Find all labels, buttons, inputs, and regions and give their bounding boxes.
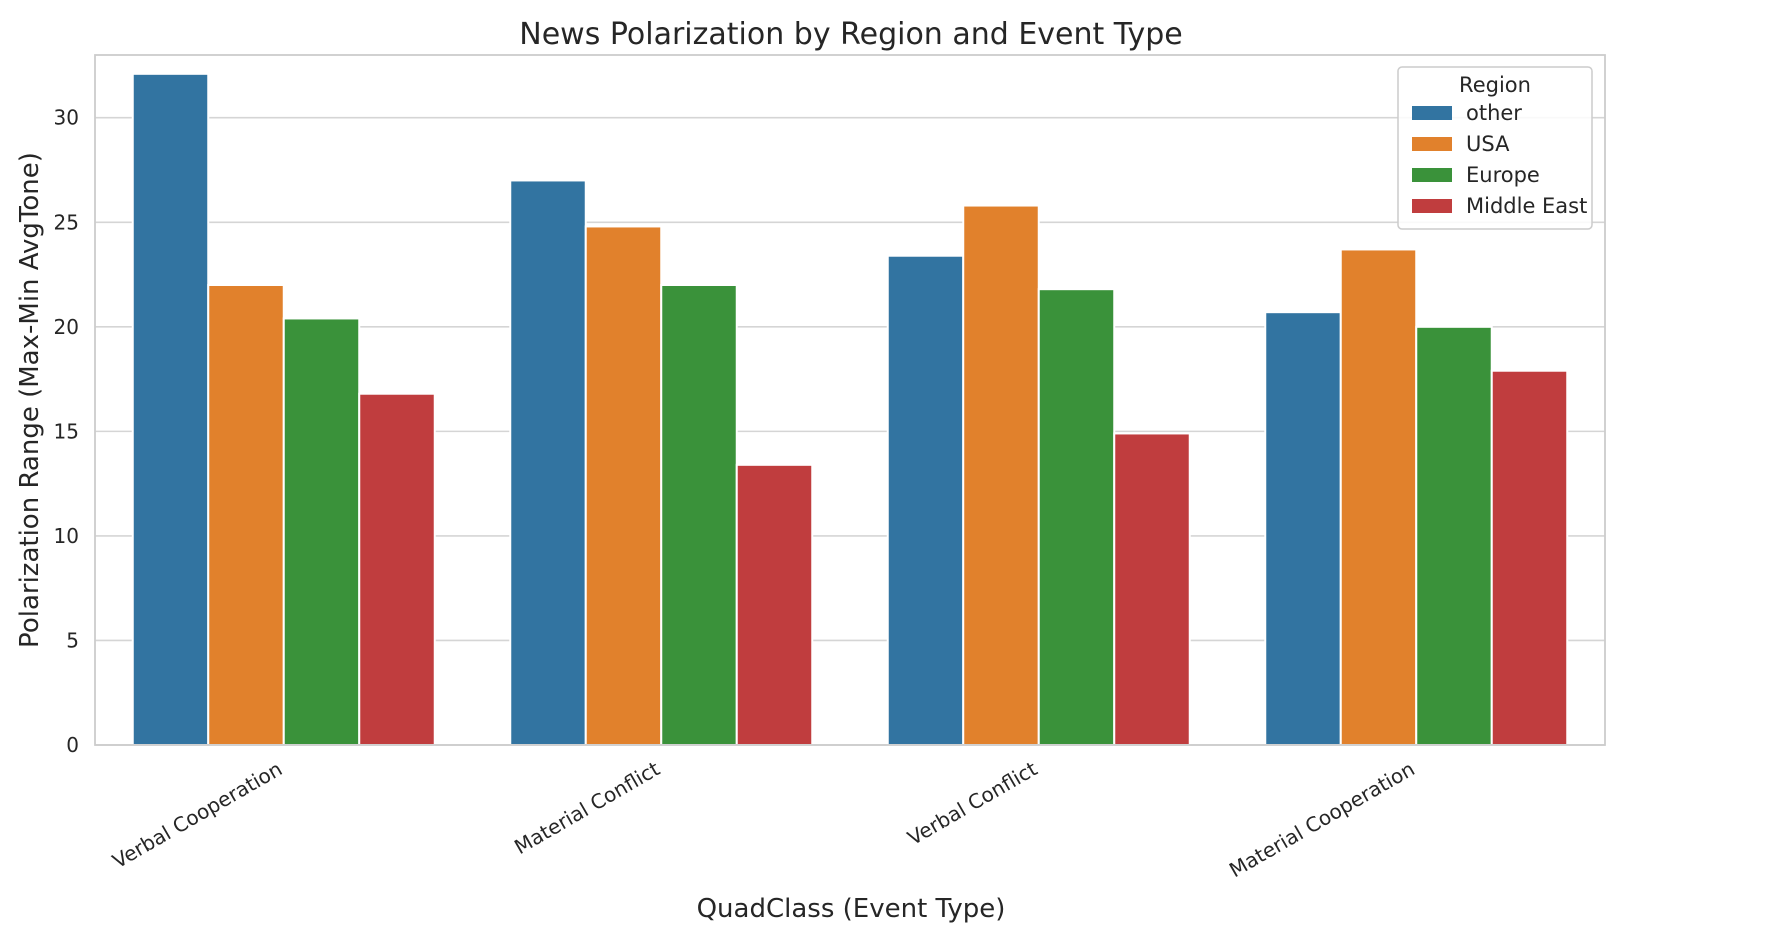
y-tick-label: 15: [54, 419, 79, 443]
bar: [1415, 325, 1493, 746]
bar: [358, 392, 436, 746]
plot-frame: [94, 54, 1606, 746]
bar: [207, 284, 285, 746]
bar: [1037, 288, 1116, 746]
y-tick-label: 5: [66, 628, 79, 652]
bar: [735, 463, 814, 746]
legend-label: Middle East: [1466, 194, 1587, 218]
bar: [131, 72, 210, 747]
y-tick-label: 20: [54, 315, 79, 339]
legend-label: other: [1466, 101, 1522, 125]
bar: [886, 254, 965, 747]
legend-swatch: [1412, 168, 1452, 182]
legend-swatch: [1412, 137, 1452, 151]
chart-title: News Polarization by Region and Event Ty…: [519, 17, 1182, 52]
bar: [1264, 311, 1342, 746]
y-tick-label: 0: [66, 733, 79, 757]
legend-swatch: [1412, 106, 1452, 120]
y-axis-label: Polarization Range (Max-Min AvgTone): [15, 152, 45, 648]
bar: [509, 179, 587, 747]
y-tick-label: 25: [54, 210, 79, 234]
bar: [1113, 432, 1191, 746]
bar: [584, 225, 663, 747]
y-tick-label: 30: [54, 106, 79, 130]
legend-title: Region: [1459, 73, 1531, 97]
bar: [282, 317, 361, 746]
y-tick-label: 10: [54, 524, 79, 548]
x-axis-label: QuadClass (Event Type): [697, 894, 1006, 924]
bar: [660, 284, 738, 746]
legend-entries: other USA Europe Middle East: [1412, 101, 1587, 218]
bar: [1339, 248, 1418, 746]
legend-label: Europe: [1466, 163, 1540, 187]
legend: Region other USA Europe Middle East: [1397, 66, 1593, 230]
bar: [1490, 369, 1569, 746]
bar: [962, 204, 1040, 746]
y-tick-labels: 0 5 10 15 20 25 30: [54, 106, 79, 757]
legend-swatch: [1412, 199, 1452, 213]
legend-label: USA: [1466, 132, 1510, 156]
